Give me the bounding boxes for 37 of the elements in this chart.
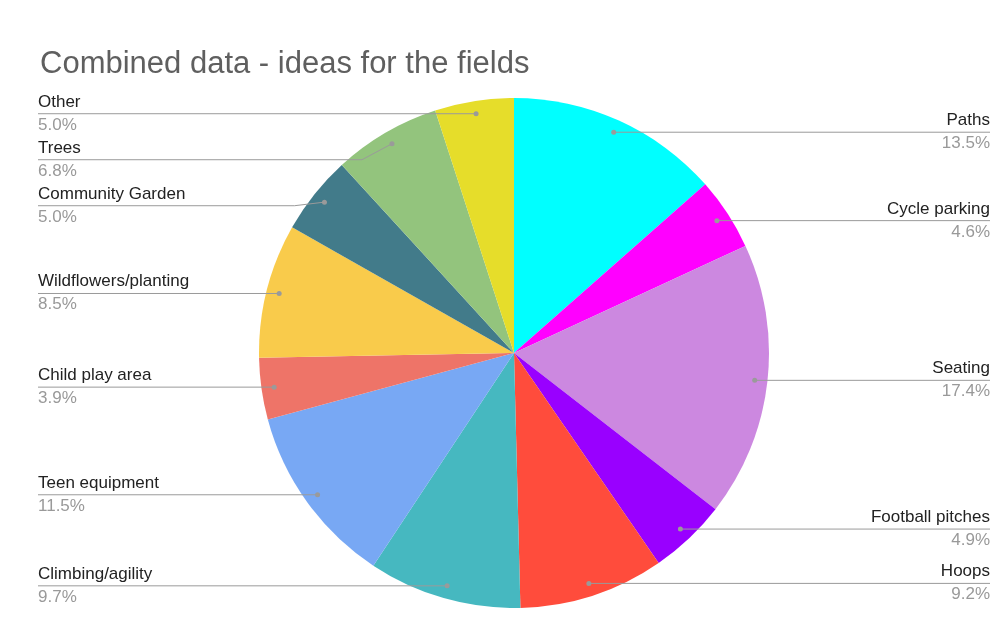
pie-slice — [341, 110, 514, 353]
slice-label: Football pitches — [870, 507, 990, 527]
data-label: 3.9% — [38, 388, 77, 408]
slice-label: Climbing/agility — [38, 563, 153, 583]
data-label: 9.7% — [38, 586, 77, 606]
pie-slice — [514, 353, 716, 563]
data-label: 4.9% — [951, 530, 990, 550]
data-label: 8.5% — [38, 294, 77, 314]
slice-label: Child play area — [38, 365, 152, 385]
pie-slice — [259, 227, 514, 358]
slice-label: Hoops — [940, 561, 990, 581]
data-label: 4.6% — [951, 221, 990, 241]
data-label: 5.0% — [38, 114, 77, 134]
slice-label: Seating — [932, 358, 990, 378]
slice-label: Wildflowers/planting — [38, 271, 190, 291]
pie-slice — [435, 98, 514, 353]
pie-slice — [373, 353, 521, 608]
slice-label: Community Garden — [38, 183, 186, 203]
pie-slice — [514, 245, 769, 510]
pie-slice — [259, 353, 514, 420]
pie-slice — [514, 353, 659, 608]
data-label: 17.4% — [941, 381, 990, 401]
slice-label: Paths — [946, 110, 990, 130]
pie-slice — [292, 164, 514, 353]
data-label: 11.5% — [38, 495, 85, 515]
data-label: 6.8% — [38, 160, 77, 180]
data-label: 5.0% — [38, 206, 77, 226]
chart-title: Combined data - ideas for the fields — [40, 45, 530, 80]
pie-slice — [514, 184, 746, 353]
pie-slice — [514, 98, 706, 353]
data-label: 9.2% — [951, 584, 990, 604]
slice-label: Other — [38, 91, 81, 111]
slice-label: Trees — [38, 137, 81, 157]
data-label: 13.5% — [941, 133, 990, 153]
slice-label: Teen equipment — [38, 472, 160, 492]
pie-slice — [267, 353, 514, 566]
slice-label: Cycle parking — [887, 198, 990, 218]
